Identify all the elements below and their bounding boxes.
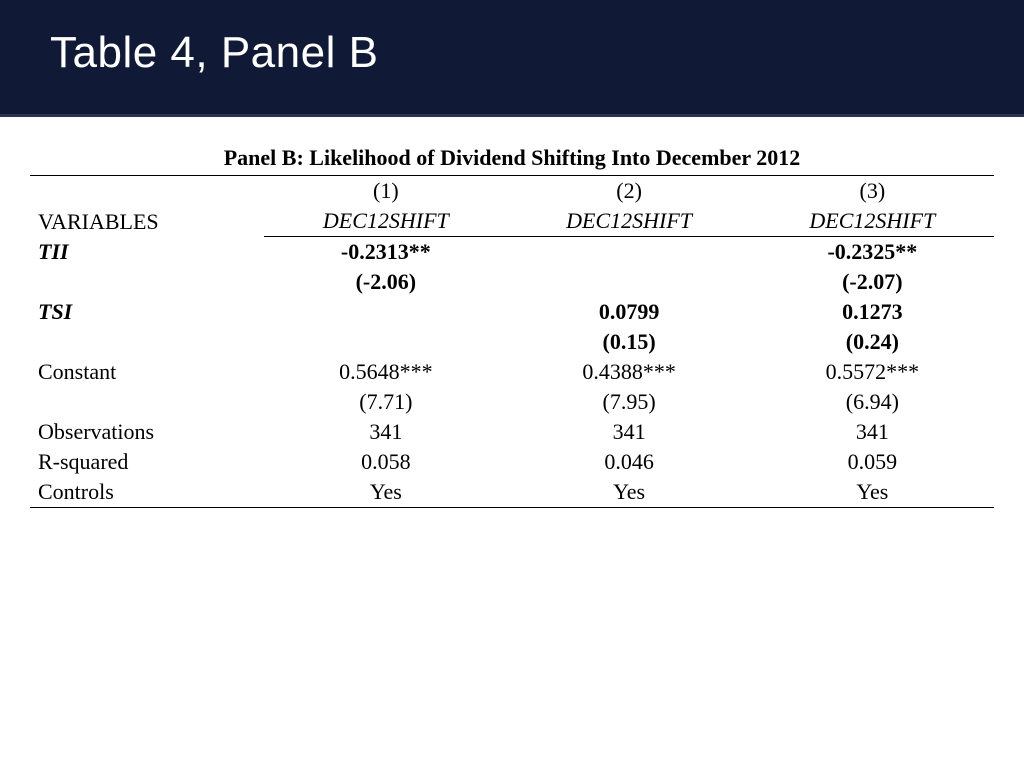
tii-t1: (-2.06) xyxy=(264,267,507,297)
col-name-2: DEC12SHIFT xyxy=(507,206,750,237)
const-c1: 0.5648*** xyxy=(264,357,507,387)
label-blank-const xyxy=(30,387,264,417)
r2-c1: 0.058 xyxy=(264,447,507,477)
ctrl-c2: Yes xyxy=(507,477,750,508)
col-name-3: DEC12SHIFT xyxy=(751,206,994,237)
tsi-t3: (0.24) xyxy=(751,327,994,357)
panel-title: Panel B: Likelihood of Dividend Shifting… xyxy=(30,145,994,171)
tsi-t1 xyxy=(264,327,507,357)
label-blank-tsi xyxy=(30,327,264,357)
label-obs: Observations xyxy=(30,417,264,447)
ctrl-c3: Yes xyxy=(751,477,994,508)
const-c2: 0.4388*** xyxy=(507,357,750,387)
row-tsi-tstat: (0.15) (0.24) xyxy=(30,327,994,357)
row-tii-tstat: (-2.06) (-2.07) xyxy=(30,267,994,297)
label-tii: TII xyxy=(30,237,264,268)
row-controls: Controls Yes Yes Yes xyxy=(30,477,994,508)
tii-t3: (-2.07) xyxy=(751,267,994,297)
row-observations: Observations 341 341 341 xyxy=(30,417,994,447)
col-num-2: (2) xyxy=(507,176,750,207)
r2-c2: 0.046 xyxy=(507,447,750,477)
tsi-c3: 0.1273 xyxy=(751,297,994,327)
col-name-1: DEC12SHIFT xyxy=(264,206,507,237)
const-t3: (6.94) xyxy=(751,387,994,417)
col-num-1: (1) xyxy=(264,176,507,207)
const-t2: (7.95) xyxy=(507,387,750,417)
table-area: Panel B: Likelihood of Dividend Shifting… xyxy=(0,117,1024,508)
label-constant: Constant xyxy=(30,357,264,387)
label-blank-tii xyxy=(30,267,264,297)
header-row-numbers: VARIABLES (1) (2) (3) xyxy=(30,176,994,207)
slide-title: Table 4, Panel B xyxy=(50,28,1024,78)
slide-header: Table 4, Panel B xyxy=(0,0,1024,117)
tii-c2 xyxy=(507,237,750,268)
row-tii-coef: TII -0.2313** -0.2325** xyxy=(30,237,994,268)
ctrl-c1: Yes xyxy=(264,477,507,508)
obs-c3: 341 xyxy=(751,417,994,447)
tii-c3: -0.2325** xyxy=(751,237,994,268)
row-r-squared: R-squared 0.058 0.046 0.059 xyxy=(30,447,994,477)
obs-c2: 341 xyxy=(507,417,750,447)
regression-table: VARIABLES (1) (2) (3) DEC12SHIFT DEC12SH… xyxy=(30,175,994,508)
tsi-t2: (0.15) xyxy=(507,327,750,357)
label-controls: Controls xyxy=(30,477,264,508)
const-t1: (7.71) xyxy=(264,387,507,417)
const-c3: 0.5572*** xyxy=(751,357,994,387)
tii-t2 xyxy=(507,267,750,297)
label-tsi: TSI xyxy=(30,297,264,327)
row-constant-coef: Constant 0.5648*** 0.4388*** 0.5572*** xyxy=(30,357,994,387)
tsi-c2: 0.0799 xyxy=(507,297,750,327)
obs-c1: 341 xyxy=(264,417,507,447)
label-r2: R-squared xyxy=(30,447,264,477)
tsi-c1 xyxy=(264,297,507,327)
row-tsi-coef: TSI 0.0799 0.1273 xyxy=(30,297,994,327)
row-constant-tstat: (7.71) (7.95) (6.94) xyxy=(30,387,994,417)
variables-header: VARIABLES xyxy=(30,176,264,237)
r2-c3: 0.059 xyxy=(751,447,994,477)
col-num-3: (3) xyxy=(751,176,994,207)
tii-c1: -0.2313** xyxy=(264,237,507,268)
